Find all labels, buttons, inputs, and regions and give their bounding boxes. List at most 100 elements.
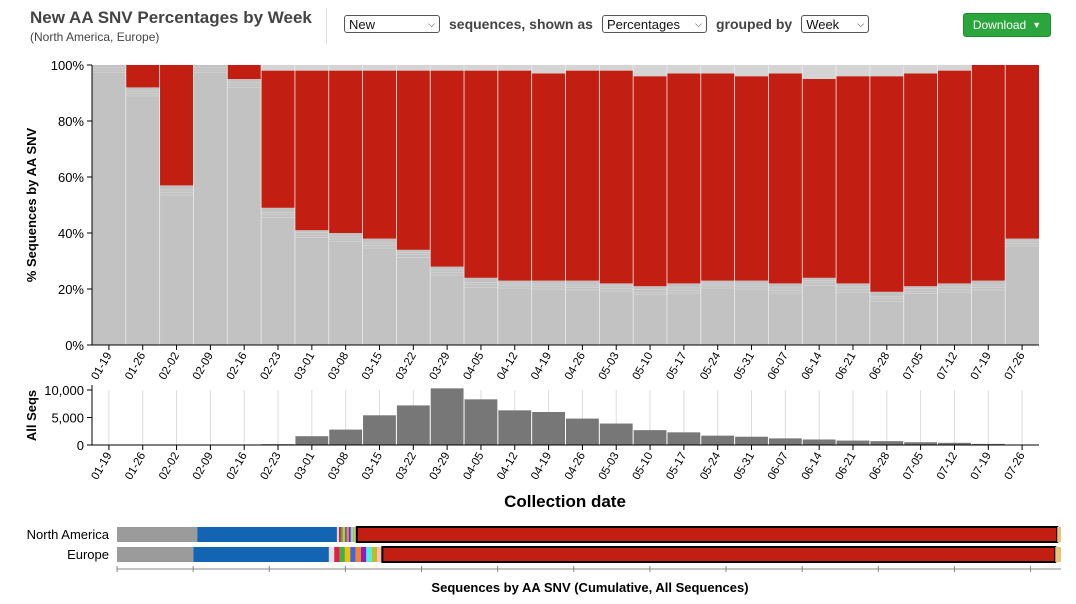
count-bar-05-31 xyxy=(735,436,768,445)
group-select[interactable]: Week ⌵ xyxy=(801,15,870,33)
x-axis-title: Collection date xyxy=(504,492,626,511)
snv-segment-Europe xyxy=(381,546,1057,563)
x-tick-label: 06-14 xyxy=(800,450,825,482)
x-tick-label: 02-16 xyxy=(225,351,250,382)
x-tick-label: 05-31 xyxy=(732,351,757,382)
mode-select[interactable]: New ⌵ xyxy=(344,15,440,33)
other-snv-bar-07-26 xyxy=(1005,238,1039,345)
y-tick-label: 40% xyxy=(58,226,84,241)
y-tick-label: 80% xyxy=(58,114,84,129)
y-tick-label: 20% xyxy=(58,282,84,297)
snv-bar-07-26 xyxy=(1005,65,1039,239)
snv-bar-06-28 xyxy=(869,76,904,292)
other-snv-bar-05-31 xyxy=(734,280,769,345)
remainder-bar-05-31 xyxy=(734,65,769,77)
remainder-bar-04-26 xyxy=(565,65,600,71)
other-snv-bar-05-24 xyxy=(700,280,735,345)
other-snv-bar-06-21 xyxy=(836,283,870,345)
x-tick-label: 05-10 xyxy=(631,351,656,382)
x-tick-label: 02-09 xyxy=(191,351,216,382)
other-snv-bar-03-22 xyxy=(396,249,431,345)
x-tick-label: 06-28 xyxy=(867,451,892,482)
y-tick-label: 5,000 xyxy=(51,411,84,426)
lineage-sliver-Europe xyxy=(371,547,378,562)
lineage-sliver-Europe xyxy=(360,547,367,562)
count-bar-07-19 xyxy=(971,443,1005,445)
download-button[interactable]: Download ▼ xyxy=(963,13,1051,37)
chevron-down-icon: ⌵ xyxy=(857,18,865,29)
snv-bar-05-24 xyxy=(700,73,735,281)
x-tick-label: 02-09 xyxy=(191,451,216,482)
controls-bar: New ⌵ sequences, shown as Percentages ⌵ … xyxy=(344,15,870,33)
other-snv-bar-03-15 xyxy=(362,238,397,345)
lineage-sliver-North America xyxy=(340,527,343,542)
x-tick-label: 06-28 xyxy=(867,351,892,382)
x-tick-label: 02-23 xyxy=(259,451,284,482)
snv-bar-03-29 xyxy=(430,70,465,267)
remainder-bar-03-01 xyxy=(294,65,329,71)
count-bar-06-28 xyxy=(870,441,904,445)
other-snv-bar-07-12 xyxy=(937,283,972,345)
x-tick-label: 05-24 xyxy=(698,450,723,482)
x-tick-label: 05-17 xyxy=(664,351,689,382)
header-divider xyxy=(326,8,327,44)
x-tick-label: 05-03 xyxy=(597,351,622,382)
count-bar-05-24 xyxy=(701,435,735,445)
other-snv-bar-05-03 xyxy=(599,283,634,345)
other-snv-bar-02-23 xyxy=(261,207,295,345)
x-tick-label: 06-21 xyxy=(833,451,858,482)
snv-bar-04-26 xyxy=(565,70,600,281)
remainder-bar-03-29 xyxy=(430,65,465,71)
remainder-bar-06-28 xyxy=(869,65,904,77)
x-tick-label: 07-05 xyxy=(901,351,926,382)
count-bar-03-29 xyxy=(430,388,464,445)
snv-bar-07-19 xyxy=(971,65,1006,281)
controls-text-1: sequences, shown as xyxy=(449,16,593,32)
count-bar-06-07 xyxy=(768,438,802,445)
snv-bar-04-05 xyxy=(464,70,498,278)
x-tick-label: 02-23 xyxy=(259,351,284,382)
x-tick-label: 06-07 xyxy=(766,451,791,482)
snv-bar-02-16 xyxy=(227,65,262,79)
other-snv-bar-04-26 xyxy=(565,280,600,345)
lineage-sliver-Europe xyxy=(328,547,335,562)
count-bar-06-14 xyxy=(802,439,836,445)
row-label: North America xyxy=(27,527,110,542)
lineage-sliver-North America xyxy=(338,527,341,542)
remainder-bar-02-23 xyxy=(261,65,295,71)
remainder-bar-05-03 xyxy=(599,65,634,71)
count-bar-04-19 xyxy=(532,412,565,445)
y-tick-label: 10,000 xyxy=(44,383,84,398)
snv-bar-07-12 xyxy=(937,70,972,284)
other-snv-bar-06-28 xyxy=(869,291,904,345)
x-tick-label: 03-08 xyxy=(326,451,351,482)
lineage-sliver-North America xyxy=(342,527,345,542)
display-select[interactable]: Percentages ⌵ xyxy=(601,15,707,33)
lineage-sliver-North America xyxy=(348,527,351,542)
remainder-bar-03-22 xyxy=(396,65,431,71)
x-tick-label: 05-17 xyxy=(664,451,689,482)
x-tick-label: 01-19 xyxy=(89,351,114,382)
x-tick-label: 02-16 xyxy=(225,451,250,482)
x-tick-label: 05-24 xyxy=(698,350,723,382)
remainder-bar-06-21 xyxy=(836,65,870,77)
snv-bar-02-02 xyxy=(159,65,194,186)
x-tick-label: 03-22 xyxy=(394,351,419,382)
x-tick-label: 07-05 xyxy=(901,451,926,482)
lineage-sliver-Europe xyxy=(344,547,351,562)
other-snv-bar-04-12 xyxy=(497,280,532,345)
x-tick-label: 04-12 xyxy=(495,451,520,482)
x-tick-label: 04-05 xyxy=(461,450,486,481)
lineage-sliver-North America xyxy=(346,527,349,542)
remainder-bar-06-14 xyxy=(802,65,837,79)
lineage-segment-Europe xyxy=(193,547,329,562)
lineage-sliver-Europe xyxy=(334,547,340,562)
other-snv-bar-06-14 xyxy=(802,277,837,345)
count-bar-04-12 xyxy=(498,410,532,445)
count-bar-03-08 xyxy=(329,429,363,445)
lineage-segment-North America xyxy=(117,527,198,542)
snv-bar-06-14 xyxy=(802,79,837,278)
snv-bar-06-21 xyxy=(836,76,870,284)
other-snv-bar-06-07 xyxy=(768,283,803,345)
